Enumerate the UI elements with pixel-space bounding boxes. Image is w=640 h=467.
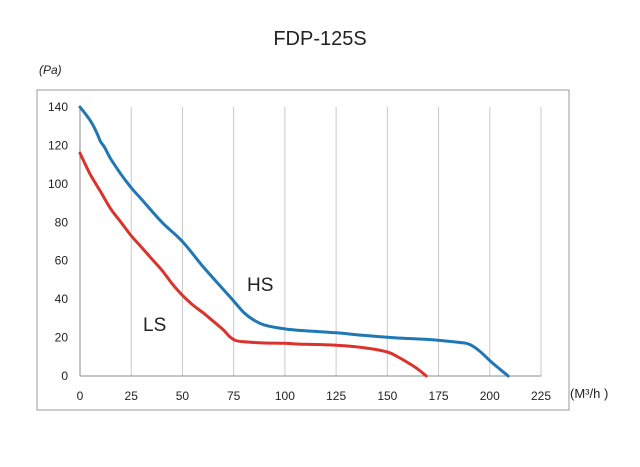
x-axis-unit-label: (M³/h ) bbox=[570, 386, 609, 401]
x-tick-label: 175 bbox=[429, 389, 449, 403]
series-line-ls bbox=[78, 151, 428, 378]
x-tick-label: 200 bbox=[480, 389, 500, 403]
y-tick-label: 20 bbox=[55, 331, 69, 345]
series-lines bbox=[78, 105, 510, 378]
x-tick-label: 125 bbox=[326, 389, 346, 403]
y-tick-label: 120 bbox=[48, 138, 68, 152]
y-axis-unit-label: (Pa) bbox=[39, 63, 62, 77]
y-tick-label: 40 bbox=[55, 292, 69, 306]
y-tick-label: 80 bbox=[55, 215, 69, 229]
y-tick-label: 140 bbox=[48, 100, 68, 114]
x-tick-label: 150 bbox=[377, 389, 397, 403]
series-line-hs bbox=[78, 105, 510, 378]
series-label-hs: HS bbox=[247, 275, 273, 296]
x-tick-label: 50 bbox=[176, 389, 190, 403]
x-tick-label: 100 bbox=[275, 389, 295, 403]
series-label-ls: LS bbox=[143, 315, 166, 336]
x-tick-label: 25 bbox=[125, 389, 139, 403]
x-tick-label: 75 bbox=[227, 389, 241, 403]
x-tick-label: 0 bbox=[77, 389, 84, 403]
chart-title: FDP-125S bbox=[273, 28, 367, 50]
y-tick-label: 0 bbox=[61, 369, 68, 383]
x-tick-label: 225 bbox=[531, 389, 551, 403]
series-labels: HS LS bbox=[143, 275, 273, 336]
y-tick-label: 100 bbox=[48, 177, 68, 191]
grid-lines bbox=[130, 107, 542, 376]
tick-labels: 0 25 50 75 100 125 150 175 200 225 0 20 40 60 80 100 120… bbox=[48, 100, 551, 403]
y-tick-label: 60 bbox=[55, 254, 69, 268]
chart-frame bbox=[36, 89, 570, 411]
